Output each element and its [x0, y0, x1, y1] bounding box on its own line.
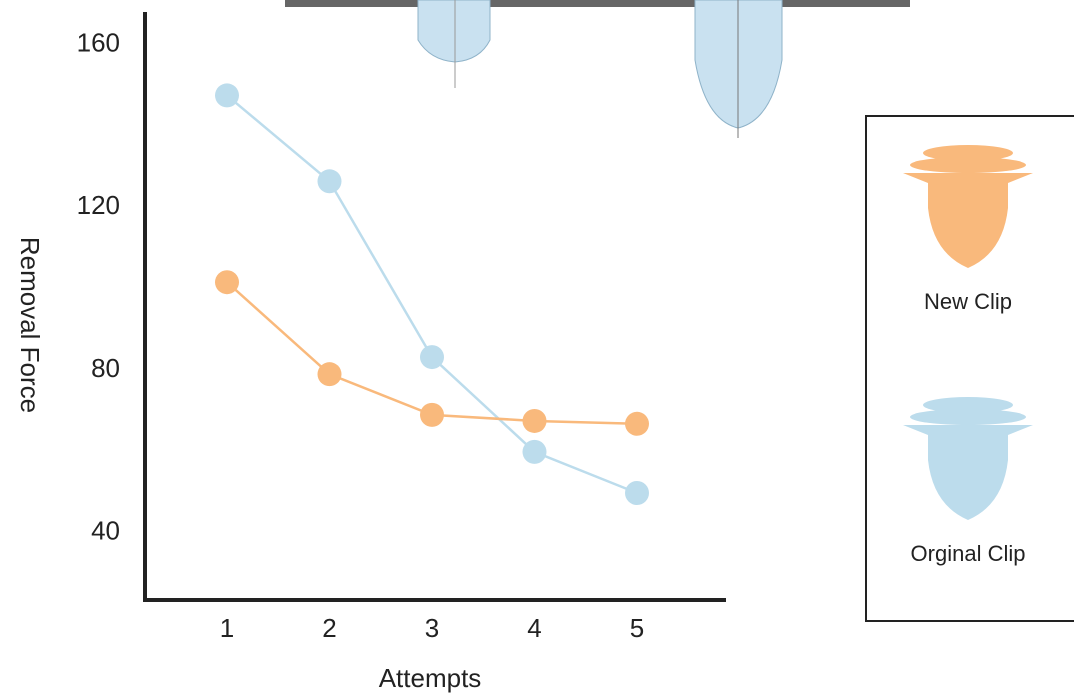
- point: [625, 480, 649, 505]
- legend-icon: [923, 145, 1013, 161]
- point: [420, 345, 444, 370]
- legend-icon: [910, 409, 1026, 425]
- point: [625, 411, 649, 436]
- y-axis-title: Removal Force: [15, 237, 45, 413]
- x-tick-label: 3: [425, 613, 439, 643]
- point: [522, 439, 547, 464]
- x-tick-label: 1: [220, 613, 234, 643]
- legend-label: New Clip: [924, 289, 1012, 314]
- x-tick-label: 4: [527, 613, 541, 643]
- legend-item: Orginal Clip: [903, 397, 1033, 566]
- y-tick-label: 40: [91, 516, 120, 546]
- y-tick-label: 160: [77, 27, 120, 57]
- x-tick-label: 2: [322, 613, 336, 643]
- x-axis-title: Attempts: [379, 663, 482, 693]
- series-line: [226, 94, 638, 495]
- point: [317, 362, 342, 387]
- point: [420, 402, 444, 427]
- legend-item: New Clip: [903, 145, 1033, 314]
- illustration: [285, 0, 910, 138]
- point: [215, 270, 239, 295]
- legend-icon: [923, 397, 1013, 413]
- legend-icon: [903, 425, 1033, 520]
- x-tick-label: 5: [630, 613, 644, 643]
- legend-icon: [910, 157, 1026, 173]
- point: [522, 408, 547, 433]
- point: [317, 169, 342, 194]
- y-tick-label: 120: [77, 190, 120, 220]
- legend-label: Orginal Clip: [911, 541, 1026, 566]
- y-tick-label: 80: [91, 353, 120, 383]
- point: [215, 83, 239, 108]
- legend-icon: [903, 173, 1033, 268]
